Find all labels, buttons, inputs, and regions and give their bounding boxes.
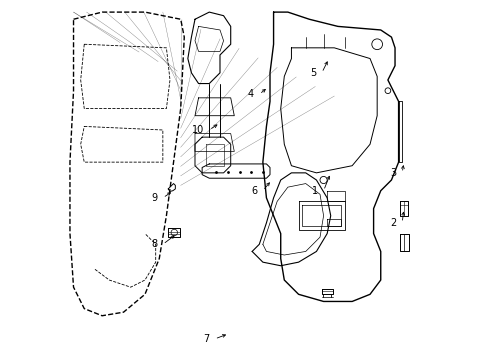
Text: 8: 8 bbox=[151, 239, 157, 249]
Text: 2: 2 bbox=[391, 218, 397, 228]
Text: 6: 6 bbox=[251, 186, 258, 196]
Text: 5: 5 bbox=[310, 68, 317, 78]
Text: 10: 10 bbox=[192, 125, 204, 135]
Text: 4: 4 bbox=[248, 89, 254, 99]
Text: 7: 7 bbox=[203, 334, 209, 344]
Text: 3: 3 bbox=[391, 168, 397, 178]
Text: 9: 9 bbox=[151, 193, 157, 203]
Text: 1: 1 bbox=[312, 186, 318, 196]
